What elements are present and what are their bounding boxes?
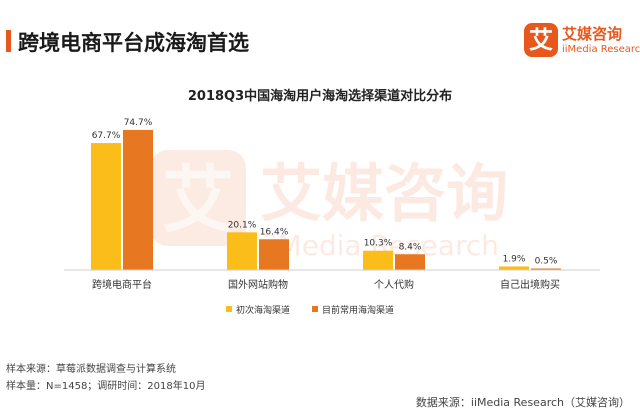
data-label: 20.1%	[228, 220, 257, 230]
category-label: 自己出境购买	[500, 278, 560, 291]
chart-title: 2018Q3中国海淘用户海淘选择渠道对比分布	[187, 89, 453, 104]
data-label: 74.7%	[124, 118, 153, 128]
data-label: 10.3%	[364, 239, 393, 249]
bar-first-1	[227, 232, 257, 270]
bar-current-0	[123, 129, 153, 270]
bar-current-3	[531, 268, 561, 270]
watermark-mark: 艾	[162, 158, 234, 242]
watermark: 艾 艾媒咨询 iiMedia Research	[150, 150, 508, 262]
bar-current-2	[395, 254, 425, 270]
legend-swatch	[226, 306, 232, 312]
bar-current-1	[259, 239, 289, 270]
title-accent-bar	[6, 30, 11, 52]
watermark-mark-box	[150, 150, 246, 246]
watermark-cn: 艾媒咨询	[260, 157, 508, 230]
logo-name-en: iiMedia Research	[562, 44, 640, 55]
legend-label: 目前常用海淘渠道	[322, 304, 394, 316]
legend-swatch	[312, 306, 318, 312]
data-label: 8.4%	[399, 242, 422, 252]
bar-first-3	[499, 266, 529, 270]
logo-name-cn: 艾媒咨询	[562, 25, 623, 43]
footer-sample-size: 样本量：N=1458；调研时间：2018年10月	[6, 381, 206, 392]
category-label: 跨境电商平台	[92, 278, 152, 291]
data-label: 67.7%	[92, 131, 121, 141]
legend-label: 初次海淘渠道	[236, 304, 290, 316]
logo-mark: 艾	[524, 23, 558, 57]
category-label: 国外网站购物	[228, 278, 288, 291]
bar-first-0	[91, 143, 121, 270]
page-title: 跨境电商平台成海淘首选	[18, 31, 249, 55]
data-label: 1.9%	[503, 254, 526, 264]
footer-data-source: 数据来源：iiMedia Research（艾媒咨询）	[415, 396, 630, 409]
footer-sample-source: 样本来源：草莓派数据调查与计算系统	[6, 364, 176, 375]
data-label: 16.4%	[260, 227, 289, 237]
bar-first-2	[363, 250, 393, 270]
brand-logo: 艾 艾媒咨询 iiMedia Research	[524, 21, 640, 65]
category-label: 个人代购	[374, 278, 414, 291]
data-label: 0.5%	[535, 257, 558, 267]
